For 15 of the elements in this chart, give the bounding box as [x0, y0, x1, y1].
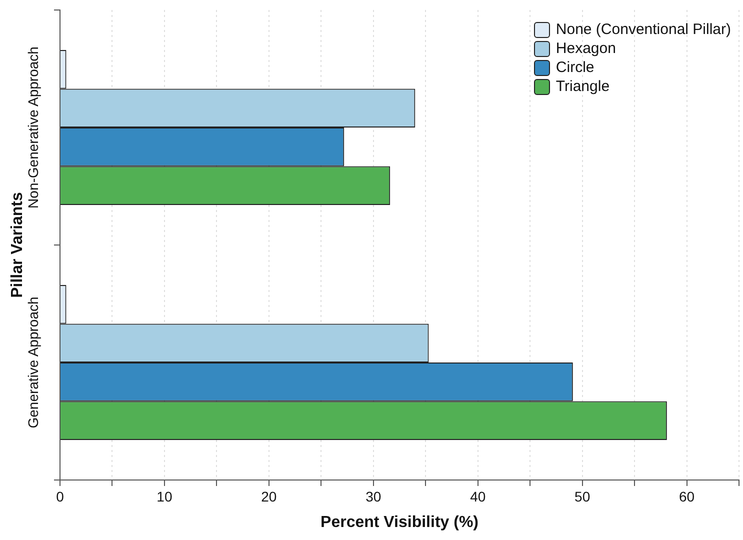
- x-tick-label: 40: [470, 488, 486, 504]
- legend-label: Hexagon: [556, 40, 616, 57]
- x-axis-title: Percent Visibility (%): [320, 514, 478, 531]
- y-tick-label: Non-Generative Approach: [24, 46, 41, 208]
- y-tick-label: Generative Approach: [24, 296, 41, 428]
- x-tick-label: 20: [261, 488, 277, 504]
- legend-label: None (Conventional Pillar): [556, 21, 731, 38]
- x-tick-label: 10: [156, 488, 172, 504]
- x-tick-label: 50: [574, 488, 590, 504]
- legend-label: Circle: [556, 59, 594, 76]
- y-axis-title: Pillar Variants: [9, 192, 26, 298]
- x-tick-label: 0: [56, 488, 64, 504]
- legend-label: Triangle: [556, 78, 610, 95]
- x-tick-label: 60: [678, 488, 695, 504]
- x-tick-label: 30: [366, 488, 382, 504]
